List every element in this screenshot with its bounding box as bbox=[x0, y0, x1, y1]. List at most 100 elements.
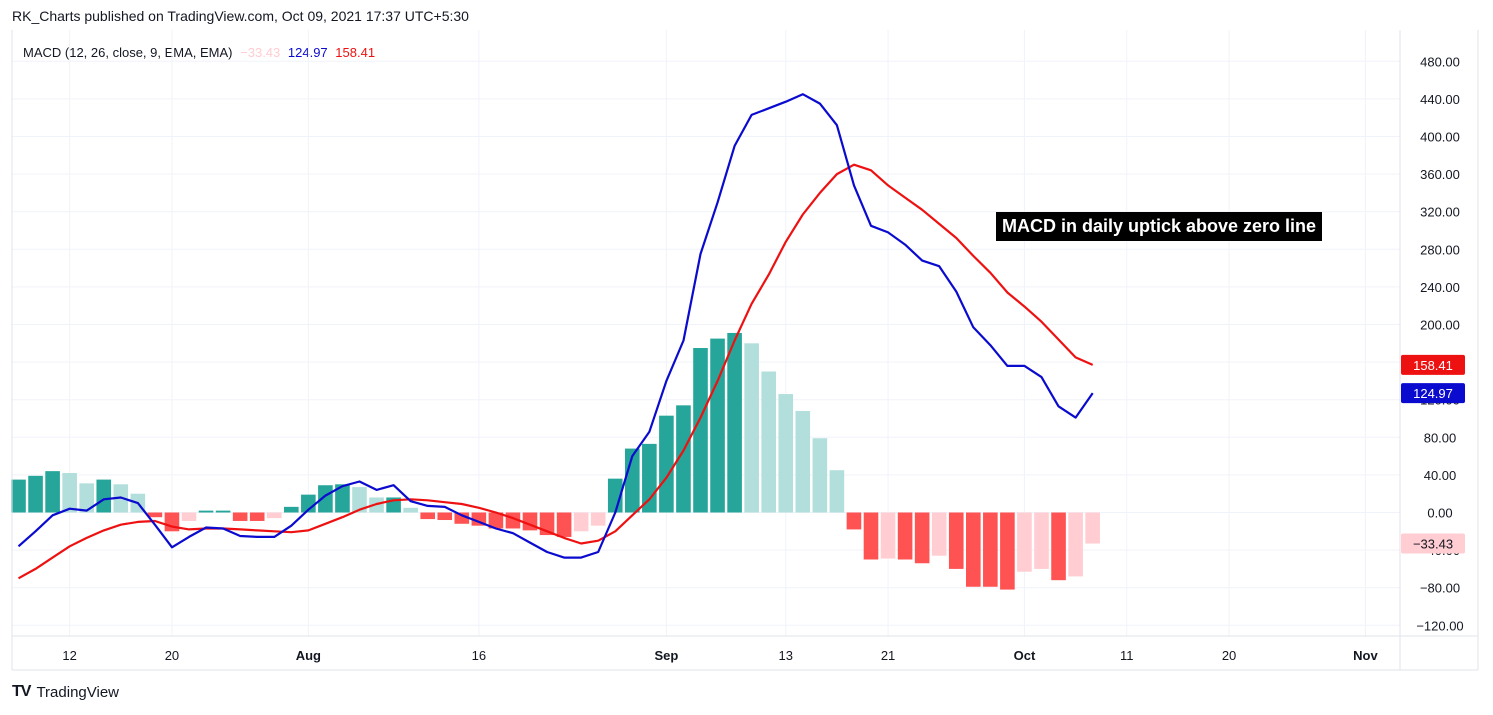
histogram-last-value-bg bbox=[1401, 533, 1465, 554]
x-tick-label: Sep bbox=[654, 648, 678, 663]
y-tick-label: 40.00 bbox=[1424, 468, 1457, 483]
histogram-bar bbox=[215, 510, 231, 513]
histogram-bar bbox=[454, 512, 470, 524]
x-tick-label: 16 bbox=[472, 648, 486, 663]
histogram-bar bbox=[812, 438, 828, 513]
x-tick-label: 20 bbox=[165, 648, 179, 663]
histogram-bar bbox=[1068, 512, 1083, 577]
y-tick-label: 360.00 bbox=[1420, 167, 1460, 182]
histogram-bar bbox=[659, 415, 674, 513]
histogram-bar bbox=[1085, 512, 1100, 544]
histogram-bar bbox=[795, 410, 811, 513]
macd-last-value: 124.97 bbox=[1413, 386, 1453, 401]
histogram-bar bbox=[642, 443, 657, 513]
histogram-bar bbox=[420, 512, 435, 520]
histogram-bar bbox=[352, 487, 367, 513]
histogram-bar bbox=[198, 510, 214, 513]
histogram-series bbox=[11, 332, 1100, 590]
histogram-bar bbox=[335, 484, 350, 513]
histogram-bar bbox=[79, 483, 94, 513]
histogram-bar bbox=[45, 471, 60, 513]
y-tick-label: 240.00 bbox=[1420, 280, 1460, 295]
histogram-bar bbox=[897, 512, 913, 560]
tradingview-logo-icon: TV bbox=[12, 683, 31, 700]
histogram-bar bbox=[693, 348, 708, 513]
histogram-bar bbox=[744, 343, 759, 513]
histogram-bar bbox=[266, 512, 282, 519]
histogram-bar bbox=[249, 512, 265, 521]
histogram-bar bbox=[778, 394, 794, 513]
histogram-bar bbox=[761, 371, 776, 513]
histogram-bar bbox=[676, 405, 691, 513]
annotation-callout: MACD in daily uptick above zero line bbox=[996, 212, 1323, 241]
histogram-bar bbox=[284, 506, 299, 513]
x-tick-label: Nov bbox=[1353, 648, 1378, 663]
histogram-bar bbox=[11, 479, 26, 513]
histogram-bar bbox=[863, 512, 879, 560]
histogram-bar bbox=[437, 512, 453, 521]
signal-last-value: 158.41 bbox=[1413, 358, 1453, 373]
indicator-label: MACD (12, 26, close, 9, EMA, EMA) bbox=[23, 45, 233, 60]
y-tick-label: 200.00 bbox=[1420, 318, 1460, 333]
publisher-header: RK_Charts published on TradingView.com, … bbox=[12, 8, 469, 24]
histogram-bar bbox=[727, 332, 742, 513]
signal-legend-value: 158.41 bbox=[335, 45, 376, 60]
grid bbox=[12, 30, 1400, 636]
macd-last-value-bg bbox=[1401, 383, 1465, 404]
histogram-bar bbox=[829, 470, 845, 513]
histogram-bar bbox=[318, 485, 333, 513]
x-axis-ticks[interactable]: 12 20 Aug 16 Sep 13 21 Oct 11 20 Nov bbox=[62, 648, 1378, 663]
histogram-bar bbox=[880, 512, 896, 559]
histogram-bar bbox=[710, 338, 725, 513]
y-tick-label: −120.00 bbox=[1416, 618, 1463, 633]
macd-line bbox=[17, 93, 1094, 559]
histogram-bar bbox=[573, 512, 589, 532]
signal-line bbox=[17, 163, 1094, 580]
y-tick-label: 280.00 bbox=[1420, 242, 1460, 257]
histogram-bar bbox=[1051, 512, 1066, 581]
histogram-bar bbox=[1034, 512, 1049, 569]
histogram-bar bbox=[556, 512, 572, 537]
y-tick-label: 320.00 bbox=[1420, 205, 1460, 220]
histogram-bar bbox=[181, 512, 197, 521]
histogram-bar bbox=[96, 479, 112, 513]
x-tick-label: 13 bbox=[779, 648, 793, 663]
histogram-bar bbox=[846, 512, 862, 530]
indicator-legend[interactable]: MACD (12, 26, close, 9, EMA, EMA) −33.43… bbox=[23, 45, 379, 60]
x-tick-label: 11 bbox=[1120, 648, 1134, 663]
histogram-bar bbox=[28, 475, 43, 513]
histogram-bar bbox=[1000, 512, 1015, 590]
histogram-bar bbox=[983, 512, 998, 587]
axes bbox=[11, 30, 1479, 671]
macd-legend-value: 124.97 bbox=[287, 45, 328, 60]
x-tick-label: Oct bbox=[1014, 648, 1036, 663]
x-tick-label: 12 bbox=[62, 648, 76, 663]
histogram-last-value: −33.43 bbox=[1413, 537, 1453, 552]
x-tick-label: 21 bbox=[881, 648, 895, 663]
last-value-labels: 158.41 124.97 −33.43 bbox=[1401, 354, 1465, 554]
histogram-bar bbox=[403, 507, 418, 513]
histogram-bar bbox=[147, 512, 163, 518]
y-tick-label: 80.00 bbox=[1424, 430, 1457, 445]
x-tick-label: Aug bbox=[296, 648, 321, 663]
footer-branding[interactable]: TV TradingView bbox=[12, 683, 119, 701]
histogram-bar bbox=[931, 512, 947, 556]
x-tick-label: 20 bbox=[1222, 648, 1236, 663]
histogram-bar bbox=[966, 512, 981, 587]
y-tick-label: 400.00 bbox=[1420, 130, 1460, 145]
histogram-legend-value: −33.43 bbox=[240, 45, 281, 60]
brand-name: TradingView bbox=[36, 683, 119, 701]
histogram-bar bbox=[488, 512, 504, 529]
y-tick-label: 480.00 bbox=[1420, 54, 1460, 69]
histogram-bar bbox=[948, 512, 964, 569]
histogram-bar bbox=[590, 512, 606, 526]
signal-last-value-bg bbox=[1401, 354, 1465, 375]
histogram-bar bbox=[914, 512, 930, 564]
y-tick-label: 440.00 bbox=[1420, 92, 1460, 107]
y-tick-label: −80.00 bbox=[1420, 581, 1460, 596]
y-tick-label: 0.00 bbox=[1427, 506, 1452, 521]
histogram-bar bbox=[1017, 512, 1032, 572]
histogram-bar bbox=[232, 512, 248, 521]
histogram-bar bbox=[62, 473, 77, 513]
